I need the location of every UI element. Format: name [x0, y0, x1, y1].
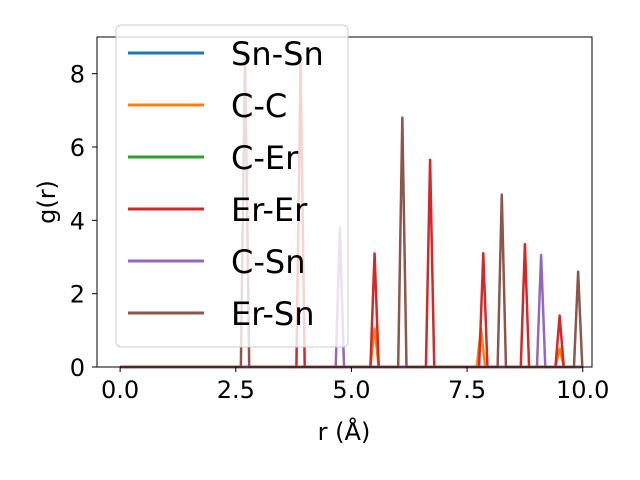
- x-axis: 0.0 2.5 5.0 7.5 10.0: [101, 367, 609, 404]
- x-tick-label: 7.5: [448, 376, 486, 404]
- legend: Sn-Sn C-C C-Er Er-Er C-Sn Er-Sn: [115, 24, 349, 348]
- x-tick-label: 10.0: [556, 376, 609, 404]
- legend-label: Er-Er: [231, 191, 308, 229]
- y-tick-label: 8: [70, 61, 85, 89]
- x-tick-label: 5.0: [332, 376, 370, 404]
- legend-label: Sn-Sn: [231, 35, 324, 73]
- y-tick-label: 4: [70, 207, 85, 235]
- legend-label: Er-Sn: [231, 295, 314, 333]
- x-tick-label: 2.5: [217, 376, 255, 404]
- x-axis-label: r (Å): [318, 417, 371, 446]
- y-tick-label: 6: [70, 134, 85, 162]
- legend-label: C-C: [231, 87, 287, 125]
- y-tick-label: 0: [70, 354, 85, 382]
- y-axis: 0 2 4 6 8: [70, 61, 97, 382]
- x-tick-label: 0.0: [101, 376, 139, 404]
- legend-label: C-Er: [231, 139, 299, 177]
- y-axis-label: g(r): [33, 180, 61, 224]
- legend-label: C-Sn: [231, 243, 305, 281]
- y-tick-label: 2: [70, 281, 85, 309]
